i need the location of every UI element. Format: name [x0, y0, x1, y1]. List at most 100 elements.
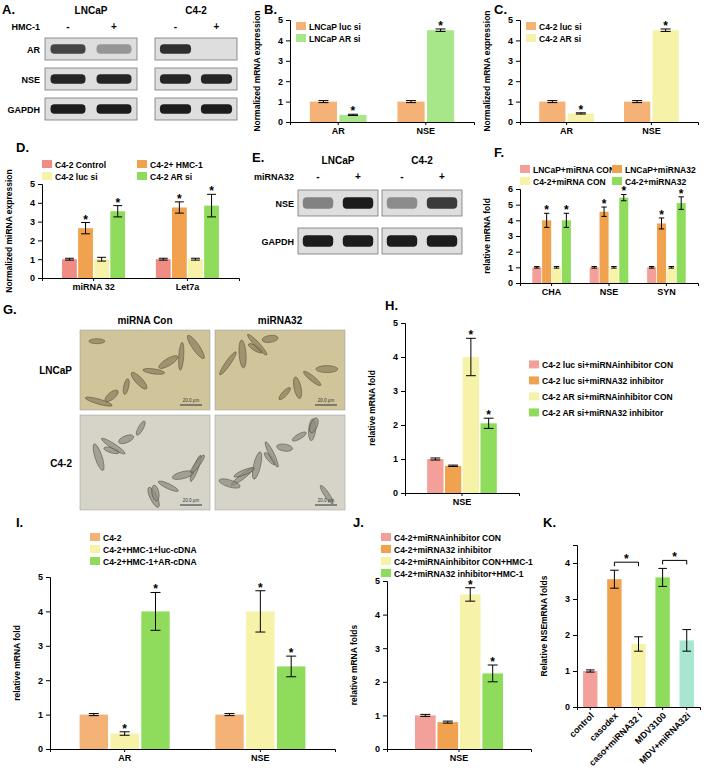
y-tick: 2: [30, 236, 42, 246]
x-tick: SYN: [657, 283, 676, 297]
legend-label: LNCaP+miRNA32: [625, 165, 696, 175]
blot-strip: [45, 68, 137, 90]
legend-swatch: [296, 34, 306, 42]
significance: *: [564, 203, 569, 217]
significance: *: [468, 578, 473, 592]
y-tick: 2: [38, 676, 50, 686]
bar: [677, 203, 686, 283]
legend-label: C4-2+miRNA CON: [533, 177, 606, 187]
x-tick: AR: [560, 122, 573, 136]
panel-label: J.: [353, 515, 364, 530]
y-tick-mark: [516, 236, 520, 237]
band: [427, 235, 457, 246]
bar: [172, 208, 187, 279]
cell: [129, 370, 149, 391]
y-axis-title: Normalized mRNA expression: [482, 10, 492, 131]
significance: *: [663, 19, 668, 33]
x-tick-mark: [609, 283, 610, 286]
x-tick: NSE: [600, 283, 619, 297]
image-panel: G.miRNA ConmiRNA32LNCaP20.0 μm20.0 μmC4-…: [3, 302, 345, 510]
error-bar: [318, 101, 328, 103]
lane-label: -: [316, 171, 319, 182]
y-tick-label: 1: [508, 97, 513, 107]
error-bar: [611, 267, 616, 269]
bar: [609, 267, 618, 283]
y-tick-mark: [516, 102, 520, 103]
y-tick: 0: [30, 273, 42, 283]
y-tick: 4: [565, 558, 577, 568]
y-tick: 2: [565, 630, 577, 640]
y-tick-mark: [46, 577, 50, 578]
cell: [262, 334, 279, 343]
x-tick-label: CHA: [542, 287, 562, 297]
row-label: GAPDH: [7, 105, 40, 115]
bar: [667, 267, 676, 283]
plot-area: **012345NSE: [375, 576, 532, 763]
legend-swatch: [137, 172, 147, 180]
legend-swatch: [381, 533, 391, 541]
error-bar: [586, 670, 595, 672]
x-tick: Let7a: [176, 278, 201, 292]
y-tick: 2: [508, 247, 520, 257]
x-axis-line: [43, 279, 240, 282]
y-tick: 4: [278, 36, 290, 46]
lane-label: +: [214, 21, 220, 32]
bar: [590, 267, 599, 283]
y-tick-label: 4: [508, 36, 513, 46]
band: [387, 197, 417, 208]
x-tick: CHA: [542, 283, 562, 297]
cell: [291, 430, 307, 442]
y-tick-label: 1: [278, 97, 283, 107]
y-axis-line: [573, 546, 578, 708]
x-axis: ARNSE: [291, 122, 475, 136]
bar: [607, 579, 621, 707]
band: [97, 44, 132, 54]
x-axis: NSE: [388, 749, 532, 763]
row-label: C4-2: [50, 458, 72, 469]
y-tick-mark: [516, 252, 520, 253]
x-axis-line: [388, 750, 532, 753]
y-tick: 4: [393, 352, 405, 362]
y-tick-label: 2: [375, 677, 380, 687]
panel-label: E.: [252, 150, 264, 165]
y-axis-line: [383, 582, 388, 750]
y-axis-line: [401, 324, 406, 494]
panel-label: H.: [385, 298, 398, 313]
significance: *: [659, 208, 664, 222]
row-label: AR: [27, 45, 40, 55]
x-tick-label: NSE: [453, 497, 472, 507]
error-bar: [592, 267, 597, 269]
y-tick: 1: [565, 666, 577, 676]
y-tick-mark: [516, 189, 520, 190]
bar: [94, 259, 109, 278]
y-tick-mark: [516, 220, 520, 221]
legend-swatch: [526, 34, 536, 42]
error-bar: [159, 258, 168, 260]
x-tick-label: NSE: [642, 126, 661, 136]
band: [51, 44, 86, 54]
bar: [653, 30, 679, 122]
panel-label: I.: [16, 515, 23, 530]
error-bar: [65, 258, 74, 260]
bar: [445, 466, 461, 493]
y-tick-label: 6: [508, 184, 513, 194]
cell: [218, 477, 241, 490]
x-tick: AR: [118, 749, 131, 763]
error-bar: [150, 592, 160, 630]
significance: *: [177, 192, 182, 206]
error-bar: [420, 714, 430, 716]
lane-label: -: [174, 21, 177, 32]
x-axis-line: [51, 750, 336, 753]
error-bar: [406, 101, 416, 103]
x-axis-line: [521, 123, 699, 126]
legend-swatch: [381, 569, 391, 577]
x-tick-mark: [260, 749, 261, 752]
y-tick: 5: [393, 318, 405, 328]
significance: *: [544, 203, 549, 217]
y-axis: 012345: [38, 572, 51, 754]
y-tick-mark: [383, 715, 387, 716]
legend: C4-2 luc si+miRNAinhibitor CONC4-2 luc s…: [529, 360, 673, 418]
bar: [562, 220, 571, 283]
significance: *: [469, 328, 474, 342]
bar: [480, 423, 496, 493]
